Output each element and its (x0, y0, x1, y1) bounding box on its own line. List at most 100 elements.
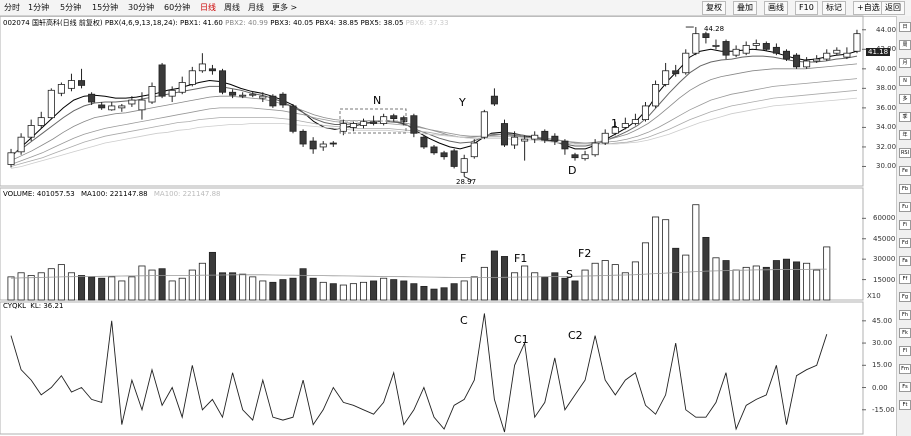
candle (641, 102, 650, 122)
candle (652, 80, 660, 108)
right-tool-6[interactable]: 年 (899, 130, 911, 140)
volume-bar (490, 250, 498, 301)
right-tool-2[interactable]: 月 (899, 58, 911, 68)
right-tool-10[interactable]: Fu (899, 202, 911, 212)
candle (7, 148, 15, 168)
f10-button[interactable]: F10 (795, 1, 818, 15)
right-tool-13[interactable]: Fa (899, 256, 911, 266)
volume-bar (601, 260, 609, 301)
back-button[interactable]: 返回 (881, 1, 905, 15)
candle (752, 39, 760, 50)
volume-bars (7, 204, 831, 301)
right-tool-1[interactable]: 周 (899, 40, 911, 50)
candle-body (108, 105, 116, 111)
right-tool-11[interactable]: Fi (899, 220, 911, 230)
candle-body (551, 135, 559, 142)
volume-unit-label: X10 (867, 292, 881, 300)
candle (621, 117, 629, 130)
candle-body (561, 140, 569, 150)
candle-body (541, 130, 549, 141)
candle (370, 115, 378, 126)
volume-bar (782, 258, 790, 301)
candle (470, 139, 478, 159)
right-tool-20[interactable]: Fs (899, 382, 911, 392)
candle-body (742, 44, 750, 54)
period-tab-15min[interactable]: 15分钟 (92, 3, 119, 12)
candle (259, 92, 267, 103)
right-tool-18[interactable]: Fl (899, 346, 911, 356)
period-tab-30min[interactable]: 30分钟 (128, 3, 155, 12)
ma-line-pbx3 (10, 63, 858, 161)
candle-body (853, 33, 861, 52)
right-tool-17[interactable]: Fk (899, 328, 911, 338)
candle-body (722, 41, 730, 56)
candle (561, 139, 569, 155)
volume-bar (27, 275, 35, 301)
fuquan-button[interactable]: 复权 (702, 1, 726, 15)
volume-bar (672, 247, 680, 301)
candle-body (88, 93, 96, 103)
candle (420, 135, 428, 149)
right-tool-0[interactable]: 日 (899, 22, 911, 32)
candle (531, 131, 539, 144)
period-tab-60min[interactable]: 60分钟 (164, 3, 191, 12)
volume-bar (239, 273, 247, 301)
period-tab-weekly[interactable]: 周线 (224, 3, 240, 12)
volume-bar (309, 277, 317, 301)
draw-line-button[interactable]: 画线 (764, 1, 788, 15)
candle (269, 94, 277, 108)
volume-bar (148, 269, 156, 301)
candle (521, 135, 529, 161)
right-tool-21[interactable]: Ft (899, 400, 911, 410)
volume-bar (793, 261, 801, 301)
candle (601, 129, 609, 145)
candle (672, 64, 680, 77)
kl-value: KL: 36.21 (30, 302, 64, 310)
right-tool-4[interactable]: 多 (899, 94, 911, 104)
right-tool-19[interactable]: Fm (899, 364, 911, 374)
kl-header: CYQKL KL: 36.21 (3, 302, 63, 310)
volume-bar (269, 281, 277, 301)
right-tool-14[interactable]: Ff (899, 274, 911, 284)
right-tool-7[interactable]: RSI (899, 148, 911, 158)
right-tool-9[interactable]: Fb (899, 184, 911, 194)
price-tick-label: 30.00 (876, 162, 897, 171)
candle-body (621, 123, 629, 128)
right-tool-15[interactable]: Fg (899, 292, 911, 302)
period-tab-1min[interactable]: 1分钟 (28, 3, 50, 12)
candle-body (521, 138, 529, 142)
period-tab-daily[interactable]: 日线 (200, 3, 216, 12)
volume-bar (702, 236, 710, 301)
volume-bar (621, 272, 629, 301)
right-tool-16[interactable]: Fh (899, 310, 911, 320)
candle (843, 47, 851, 60)
right-tool-3[interactable]: N (899, 76, 911, 86)
annotation-c1: C1 (514, 333, 529, 346)
candle (37, 111, 45, 129)
right-tool-5[interactable]: 季 (899, 112, 911, 122)
right-tool-8[interactable]: Fe (899, 166, 911, 176)
mark-button[interactable]: 标记 (822, 1, 846, 15)
period-tab-fenshi[interactable]: 分时 (4, 3, 20, 12)
candle (541, 129, 549, 144)
candle-body (128, 99, 136, 105)
pbx1-value: PBX1: 41.60 (179, 19, 223, 27)
period-tab-monthly[interactable]: 月线 (248, 3, 264, 12)
candle (148, 82, 156, 104)
candle-body (229, 91, 237, 96)
volume-bar (158, 268, 166, 301)
period-tab-more[interactable]: 更多 > (272, 3, 298, 12)
overlay-button[interactable]: 叠加 (733, 1, 757, 15)
candle (329, 141, 337, 147)
period-tab-5min[interactable]: 5分钟 (60, 3, 82, 12)
volume-bar (732, 269, 740, 301)
candle-body (57, 84, 65, 94)
right-tool-12[interactable]: Fd (899, 238, 911, 248)
candle (571, 152, 579, 161)
kl-line (10, 313, 828, 433)
candle-body (430, 146, 438, 154)
candle-body (279, 93, 287, 106)
candle (732, 45, 740, 58)
candle (591, 139, 599, 157)
candle-body (823, 52, 831, 60)
